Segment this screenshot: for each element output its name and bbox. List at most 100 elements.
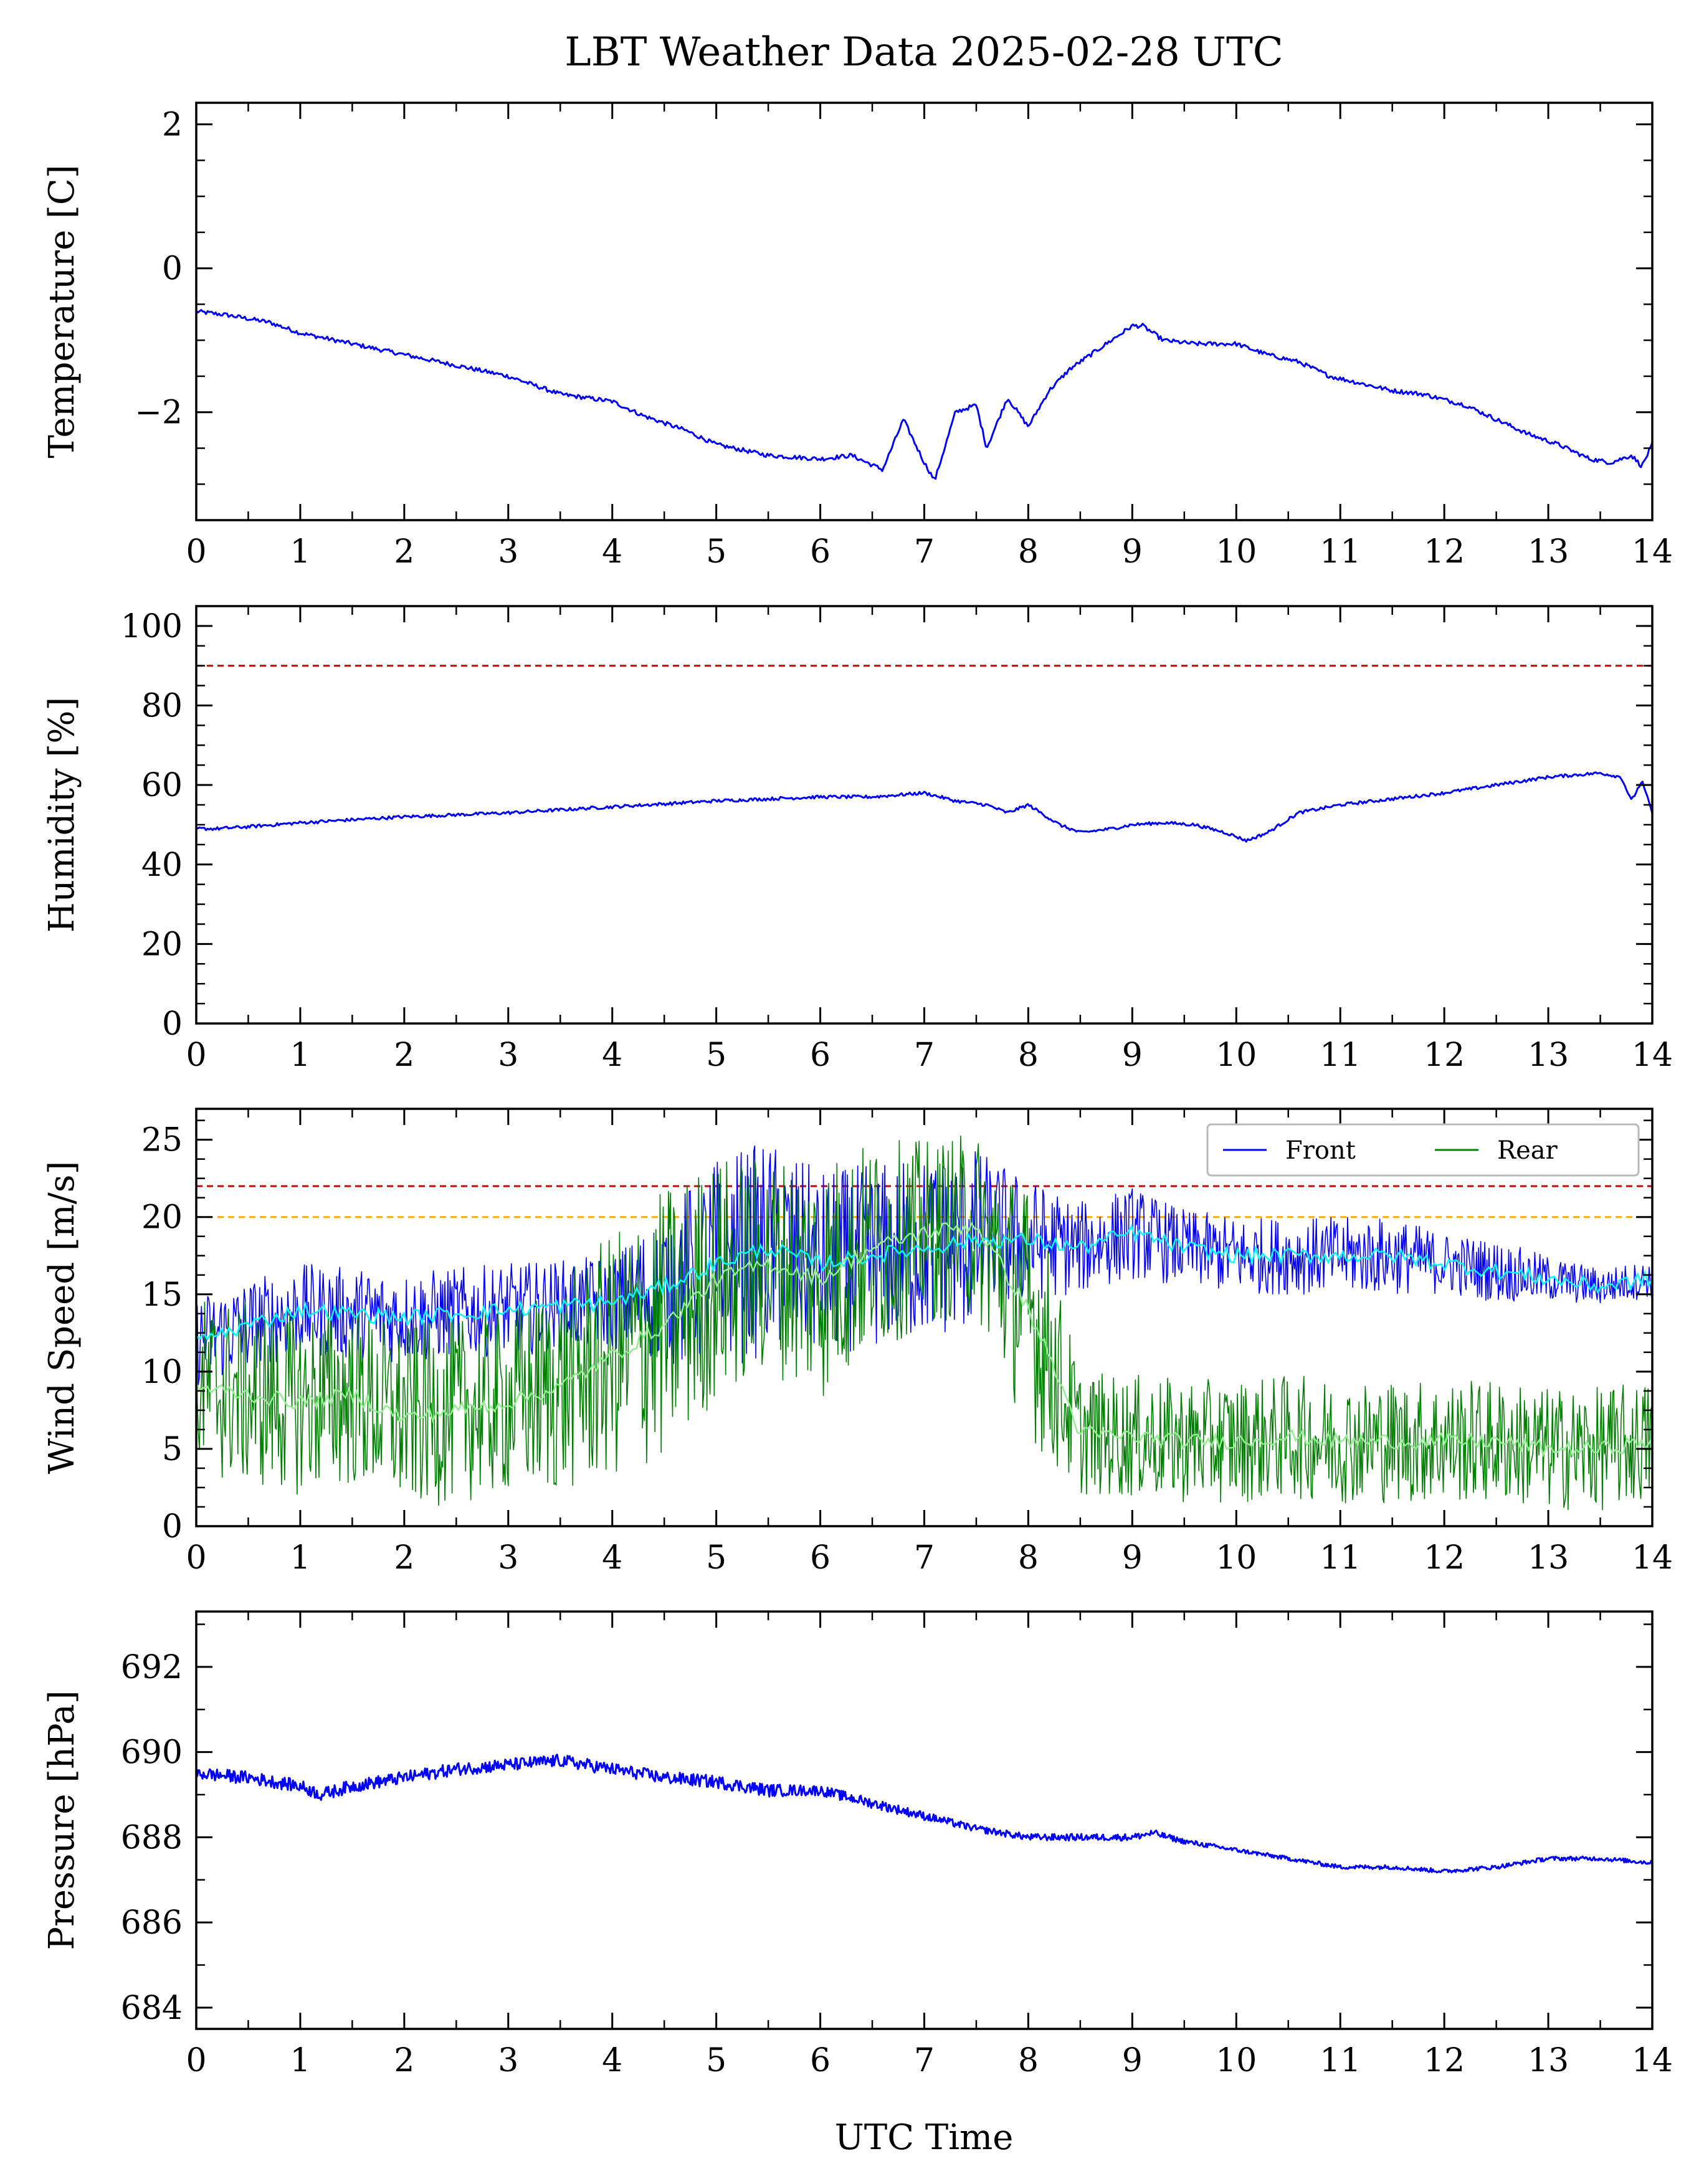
y-tick-label-temperature-0: −2: [135, 394, 183, 432]
x-tick-label-wind-6: 6: [810, 1539, 831, 1577]
x-tick-label-pressure-2: 2: [394, 2042, 414, 2079]
y-tick-label-wind-5: 25: [141, 1122, 183, 1159]
series-smooth-wind-3: [196, 1222, 1652, 1458]
x-tick-label-wind-13: 13: [1528, 1539, 1569, 1577]
x-tick-label-humidity-3: 3: [498, 1037, 518, 1074]
x-tick-label-humidity-10: 10: [1216, 1037, 1257, 1074]
x-tick-label-temperature-7: 7: [914, 533, 935, 571]
x-tick-label-humidity-4: 4: [602, 1037, 622, 1074]
x-tick-label-pressure-0: 0: [186, 2042, 206, 2079]
x-tick-label-pressure-10: 10: [1216, 2042, 1257, 2079]
plot-area-humidity: [196, 665, 1652, 843]
x-tick-label-pressure-9: 9: [1122, 2042, 1143, 2079]
x-tick-label-pressure-14: 14: [1632, 2042, 1673, 2079]
y-tick-label-wind-4: 20: [141, 1199, 183, 1237]
x-tick-label-temperature-0: 0: [186, 533, 206, 571]
panel-pressure: 0 1 2 3 4 5 6 7 8 9 10 11 12 13 14684686688690692Press…: [42, 1610, 1673, 2079]
x-tick-label-wind-9: 9: [1122, 1539, 1143, 1577]
x-tick-label-wind-2: 2: [394, 1539, 414, 1577]
plot-area-wind: [196, 1135, 1652, 1511]
series-temperature-0: [196, 309, 1652, 480]
y-axis-label-pressure: Pressure [hPa]: [42, 1690, 82, 1950]
x-tick-label-temperature-13: 13: [1528, 533, 1569, 571]
x-tick-label-pressure-3: 3: [498, 2042, 518, 2079]
plot-area-temperature: [196, 309, 1652, 480]
x-tick-label-humidity-0: 0: [186, 1037, 206, 1074]
y-tick-label-pressure-1: 686: [121, 1904, 183, 1942]
x-tick-label-pressure-8: 8: [1018, 2042, 1039, 2079]
x-tick-label-wind-0: 0: [186, 1539, 206, 1577]
legend-wind: Front Rear: [1206, 1123, 1640, 1177]
panel-humidity: 0 1 2 3 4 5 6 7 8 9 10 11 12 13 14020406080100Humidity…: [42, 605, 1673, 1074]
x-tick-label-temperature-1: 1: [290, 533, 310, 571]
x-tick-label-temperature-9: 9: [1122, 533, 1143, 571]
x-tick-label-pressure-5: 5: [706, 2042, 726, 2079]
y-tick-label-wind-1: 5: [162, 1431, 183, 1468]
y-tick-label-pressure-3: 690: [121, 1734, 183, 1772]
x-tick-label-wind-14: 14: [1632, 1539, 1673, 1577]
x-tick-label-temperature-10: 10: [1216, 533, 1257, 571]
x-tick-label-wind-4: 4: [602, 1539, 622, 1577]
x-tick-label-pressure-7: 7: [914, 2042, 935, 2079]
x-tick-label-wind-11: 11: [1320, 1539, 1361, 1577]
x-tick-label-pressure-12: 12: [1424, 2042, 1465, 2079]
y-tick-label-wind-2: 10: [141, 1354, 183, 1391]
legend-label-front: Front: [1285, 1136, 1356, 1165]
x-tick-label-pressure-13: 13: [1528, 2042, 1569, 2079]
x-tick-label-temperature-14: 14: [1632, 533, 1673, 571]
y-tick-label-pressure-4: 692: [121, 1649, 183, 1686]
series-wind-1: [196, 1135, 1652, 1511]
x-tick-label-pressure-11: 11: [1320, 2042, 1361, 2079]
y-tick-label-humidity-2: 40: [141, 847, 183, 884]
x-tick-label-humidity-7: 7: [914, 1037, 935, 1074]
x-tick-label-humidity-5: 5: [706, 1037, 726, 1074]
y-axis-label-humidity: Humidity [%]: [42, 697, 82, 933]
x-tick-label-temperature-12: 12: [1424, 533, 1465, 571]
x-tick-label-pressure-1: 1: [290, 2042, 310, 2079]
x-tick-label-temperature-11: 11: [1320, 533, 1361, 571]
x-tick-label-temperature-6: 6: [810, 533, 831, 571]
x-tick-label-humidity-12: 12: [1424, 1037, 1465, 1074]
axes-frame-temperature: [195, 102, 1654, 521]
y-tick-label-pressure-2: 688: [121, 1819, 183, 1856]
x-tick-label-wind-1: 1: [290, 1539, 310, 1577]
x-tick-label-temperature-2: 2: [394, 533, 414, 571]
x-tick-label-temperature-4: 4: [602, 533, 622, 571]
x-tick-label-wind-5: 5: [706, 1539, 726, 1577]
y-tick-label-temperature-1: 0: [162, 250, 183, 288]
x-tick-label-humidity-6: 6: [810, 1037, 831, 1074]
x-tick-label-humidity-1: 1: [290, 1037, 310, 1074]
plot-area-pressure: [196, 1754, 1652, 1874]
x-tick-label-pressure-6: 6: [810, 2042, 831, 2079]
x-tick-label-wind-3: 3: [498, 1539, 518, 1577]
x-axis-label: UTC Time: [835, 2117, 1014, 2158]
x-tick-label-humidity-11: 11: [1320, 1037, 1361, 1074]
y-tick-label-wind-3: 15: [141, 1276, 183, 1314]
series-humidity-0: [196, 771, 1652, 843]
figure-title: LBT Weather Data 2025-02-28 UTC: [564, 29, 1283, 75]
y-axis-label-wind: Wind Speed [m/s]: [42, 1161, 82, 1474]
x-tick-label-wind-8: 8: [1018, 1539, 1039, 1577]
x-tick-label-humidity-14: 14: [1632, 1037, 1673, 1074]
x-tick-label-temperature-3: 3: [498, 533, 518, 571]
x-tick-label-humidity-2: 2: [394, 1037, 414, 1074]
x-tick-label-temperature-8: 8: [1018, 533, 1039, 571]
y-axis-label-temperature: Temperature [C]: [42, 164, 82, 458]
y-tick-label-humidity-0: 0: [162, 1005, 183, 1043]
series-wind-0: [196, 1145, 1652, 1385]
x-tick-label-wind-12: 12: [1424, 1539, 1465, 1577]
x-tick-label-wind-10: 10: [1216, 1539, 1257, 1577]
legend-box: [1206, 1123, 1640, 1177]
series-smooth-wind-2: [196, 1223, 1652, 1341]
y-tick-label-pressure-0: 684: [121, 1990, 183, 2027]
x-tick-label-humidity-13: 13: [1528, 1037, 1569, 1074]
y-tick-label-humidity-3: 60: [141, 767, 183, 804]
y-tick-label-wind-0: 0: [162, 1508, 183, 1545]
x-tick-label-wind-7: 7: [914, 1539, 935, 1577]
axes-frame-humidity: [195, 605, 1654, 1025]
y-tick-label-humidity-1: 20: [141, 926, 183, 963]
x-tick-label-temperature-5: 5: [706, 533, 726, 571]
